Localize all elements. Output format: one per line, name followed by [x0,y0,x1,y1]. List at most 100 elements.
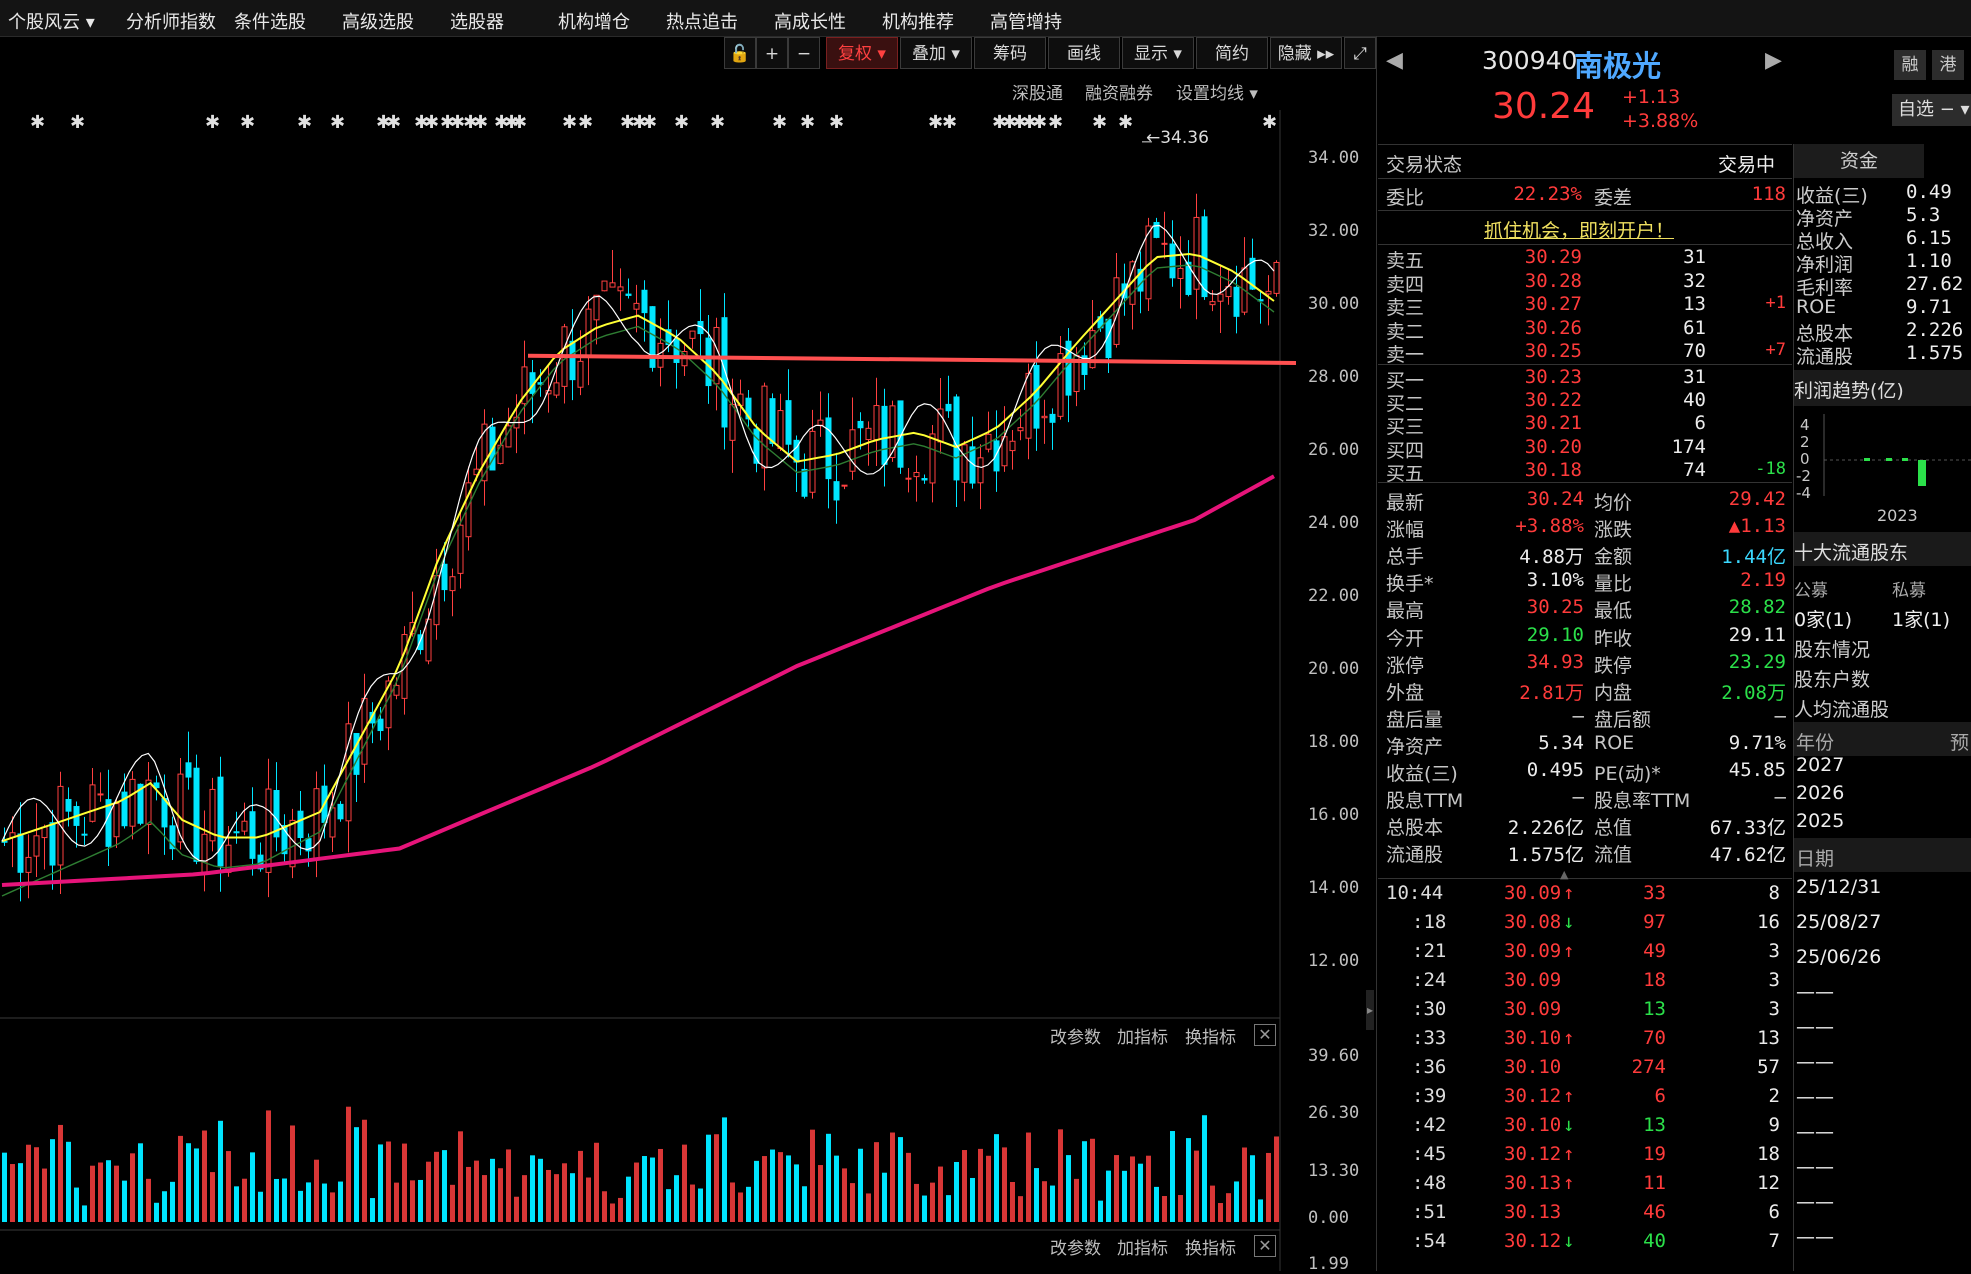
stat-value: 0.495 [1526,759,1584,781]
volume-bar [698,1188,703,1222]
tick-count: 3 [1768,998,1780,1020]
volume-bar [1162,1196,1167,1222]
candle-body [953,396,960,481]
volume-tick: 0.00 [1308,1208,1349,1228]
volume-bar [474,1160,479,1222]
candle-body [745,397,752,420]
volume-bar [986,1155,991,1222]
rzrq-link[interactable]: 融资融券 [1085,84,1153,104]
candle-body [761,385,768,469]
tick-time: :36 [1412,1056,1447,1078]
margin-badge[interactable]: 融 [1894,50,1926,80]
add-indicator-button[interactable]: 加指标 [1117,1028,1168,1048]
lock-icon[interactable]: 🔓 [724,37,756,69]
stat-value: 28.82 [1728,596,1786,619]
overlay-dropdown[interactable]: 叠加 ▾ [900,37,972,69]
set-ma-dropdown[interactable]: 设置均线 ▾ [1176,84,1258,104]
volume-bar [506,1149,511,1222]
tab-funds[interactable]: 资金 [1794,144,1924,178]
signal-star-icon: ✱ [205,112,220,133]
next-stock-icon[interactable]: ▶ [1765,48,1782,73]
volume-bar [858,1148,863,1222]
volume-bar [570,1173,575,1222]
volume-bar [1010,1181,1015,1222]
candle-body [769,398,776,444]
holder-count-link[interactable]: 股东户数 [1794,669,1871,691]
finance-value: 27.62 [1906,273,1964,295]
collapse-handle[interactable]: ▸ [1366,990,1374,1030]
volume-bar [530,1155,535,1222]
stat-label: 盘后额 [1594,708,1652,731]
report-date: —— [1796,1226,1834,1248]
menu-item-recommend[interactable]: 机构推荐 [882,12,954,33]
tick-price: 30.13 [1504,1201,1562,1223]
candle-body [1017,427,1024,432]
volume-bar [106,1160,111,1222]
menu-item-selector[interactable]: 选股器 [450,12,504,33]
signal-star-icon: ✱ [1048,112,1063,133]
sgt-link[interactable]: 深股通 [1012,84,1063,104]
switch-indicator-button[interactable]: 换指标 [1185,1028,1236,1048]
volume-bar [394,1182,399,1222]
change-params-button[interactable]: 改参数 [1050,1028,1101,1048]
hk-badge[interactable]: 港 [1932,50,1964,80]
order-level-label: 卖四 [1386,273,1425,296]
top-menu-bar: 个股风云 ▾ 分析师指数 条件选股 高级选股 选股器 机构增仓 热点追击 高成长… [0,0,1971,37]
volume-bar [338,1181,343,1222]
expand-icon[interactable]: ⤢ [1344,37,1376,69]
order-volume: 61 [1683,316,1706,339]
holders-private-label: 私募 [1892,581,1926,601]
price-tick: 28.00 [1308,367,1360,387]
tick-price: 30.09 [1504,940,1562,962]
stat-label: 最新 [1386,492,1425,514]
stat-value: — [1572,786,1584,809]
avg-float-link[interactable]: 人均流通股 [1794,699,1890,721]
hide-button[interactable]: 隐藏 ▸▸ [1270,37,1342,69]
close-icon[interactable]: ✕ [1254,1024,1276,1046]
order-price: 30.25 [1524,340,1582,362]
report-date: —— [1796,1051,1834,1073]
menu-item-advanced[interactable]: 高级选股 [342,12,414,33]
weicha-label: 委差 [1594,187,1633,209]
volume-bar [402,1143,407,1222]
menu-item-exec[interactable]: 高管增持 [990,12,1062,33]
expand-arrow-icon[interactable]: ▲ [1560,868,1569,881]
menu-item-institution[interactable]: 机构增仓 [558,12,630,33]
menu-item-analyst[interactable]: 分析师指数 [126,12,216,33]
stat-value: 45.85 [1728,759,1786,781]
menu-item-growth[interactable]: 高成长性 [774,12,846,33]
prev-stock-icon[interactable]: ◀ [1386,48,1403,73]
close-icon[interactable]: ✕ [1254,1235,1276,1257]
holder-info-link[interactable]: 股东情况 [1794,639,1871,661]
menu-item-gegu[interactable]: 个股风云 ▾ [8,12,95,33]
profit-trend-header [1794,370,1971,406]
volume-bar [10,1164,15,1222]
candle-body [297,810,304,839]
tick-price: 30.09 [1504,882,1562,904]
watchlist-button[interactable]: 自选 − ▾ [1892,94,1971,126]
zoom-out-button[interactable]: − [788,37,820,69]
volume-bar [962,1150,967,1222]
simple-button[interactable]: 简约 [1196,37,1268,69]
kline-chart[interactable]: ✱ ✱ ✱ ✱ ✱ ✱ ✱✱ ✱✱ ✱✱✱✱ ✱✱✱ ✱ ✱ ✱✱✱ ✱ ✱ ✱ ✱ ✱ ✱✱ ✱✱✱✱✱ ✱ ✱ ✱ ✱ [0,0,1371,1271]
draw-line-button[interactable]: 画线 [1048,37,1120,69]
volume-bar [210,1172,215,1222]
fuquan-dropdown[interactable]: 复权 ▾ [826,37,898,69]
candle-body [1025,372,1032,439]
chip-button[interactable]: 筹码 [974,37,1046,69]
display-dropdown[interactable]: 显示 ▾ [1122,37,1194,69]
candle-body [289,819,296,868]
candle-body [817,419,824,426]
volume-bar [82,1205,87,1222]
add-indicator-button[interactable]: 加指标 [1117,1239,1168,1259]
candle-body [417,634,424,651]
switch-indicator-button[interactable]: 换指标 [1185,1239,1236,1259]
open-account-link[interactable]: 抓住机会，即刻开户！ [1484,220,1675,242]
volume-bar [498,1168,503,1222]
zoom-in-button[interactable]: + [756,37,788,69]
change-params-button[interactable]: 改参数 [1050,1239,1101,1259]
volume-bar [482,1175,487,1222]
menu-item-condition[interactable]: 条件选股 [234,12,306,33]
menu-item-hotspot[interactable]: 热点追击 [666,12,738,33]
volume-bar [1042,1181,1047,1222]
